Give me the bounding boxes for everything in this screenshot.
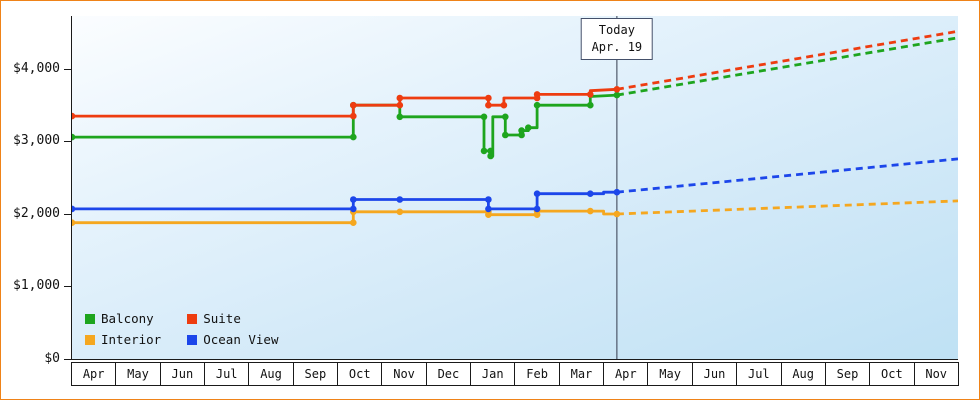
y-axis-tick — [64, 68, 71, 70]
series-line-balcony — [72, 93, 617, 158]
data-point-balcony — [487, 147, 494, 155]
data-point-ocean-view — [350, 205, 357, 213]
today-label-box: Today Apr. 19 — [580, 18, 654, 60]
month-label: Mar — [558, 362, 605, 386]
data-point-suite — [613, 86, 621, 93]
data-point-balcony — [502, 131, 509, 139]
month-label: Dec — [425, 362, 472, 386]
data-point-interior — [396, 208, 404, 216]
y-axis-label: $0 — [44, 351, 60, 366]
month-label: Feb — [514, 362, 560, 386]
data-point-suite — [485, 101, 492, 109]
data-point-ocean-view — [350, 196, 357, 203]
x-axis: Apr May Jun Jul Aug Sep Oct Nov Dec Jan Feb Mar Apr M… — [71, 362, 959, 386]
data-point-balcony — [533, 101, 541, 109]
y-axis-label: $4,000 — [13, 60, 60, 76]
data-point-suite — [350, 112, 357, 120]
month-label: Jun — [159, 362, 206, 386]
legend: Balcony Suite Interior Ocean View — [85, 311, 278, 347]
legend-label: Ocean View — [203, 332, 279, 347]
data-point-suite — [350, 101, 357, 109]
data-point-suite — [533, 91, 541, 98]
data-point-interior — [485, 211, 492, 218]
legend-item-balcony: Balcony — [85, 311, 161, 326]
series-line-suite — [72, 87, 617, 118]
data-point-ocean-view — [485, 205, 492, 213]
month-label: Jan — [470, 362, 516, 386]
month-label: Aug — [780, 362, 826, 386]
data-point-suite — [587, 91, 594, 98]
month-label: Apr — [71, 362, 117, 386]
data-point-balcony — [480, 147, 488, 155]
data-point-interior — [72, 219, 76, 226]
data-point-balcony — [480, 113, 488, 121]
data-point-balcony — [487, 152, 494, 160]
y-axis-tick — [64, 359, 71, 360]
month-label: Apr — [603, 362, 649, 386]
today-label-line2: Apr. 19 — [591, 40, 643, 54]
today-label-line1: Today — [598, 23, 635, 37]
y-axis-tick — [64, 286, 71, 288]
legend-swatch-icon — [187, 313, 198, 324]
data-point-ocean-view — [396, 196, 404, 203]
data-point-balcony — [613, 91, 621, 99]
data-point-ocean-view — [72, 205, 76, 213]
month-label: Jun — [691, 362, 738, 386]
legend-item-interior: Interior — [85, 332, 161, 347]
projection-line-ocean-view — [616, 157, 958, 194]
legend-label: Balcony — [101, 311, 154, 326]
projection-line-suite — [616, 29, 958, 91]
data-point-balcony — [350, 133, 357, 141]
legend-label: Suite — [203, 311, 241, 326]
month-label: Oct — [869, 362, 915, 386]
month-label: Sep — [824, 362, 871, 386]
month-label: Jul — [204, 362, 250, 386]
data-point-balcony — [518, 127, 525, 134]
legend-item-suite: Suite — [187, 311, 278, 326]
data-point-balcony — [525, 124, 532, 131]
data-point-suite — [396, 94, 404, 102]
y-axis-label: $3,000 — [13, 133, 60, 149]
month-label: Sep — [292, 362, 339, 386]
y-axis: $0 $1,000 $2,000 $3,000 $4,000 — [1, 1, 71, 399]
chart-canvas — [72, 16, 958, 359]
data-point-suite — [500, 101, 508, 109]
y-axis-tick — [64, 213, 71, 215]
y-axis-label: $1,000 — [13, 278, 60, 294]
projection-line-interior — [616, 199, 958, 216]
data-point-balcony — [587, 101, 594, 109]
month-label: Aug — [248, 362, 294, 386]
data-point-interior — [350, 219, 357, 226]
data-point-ocean-view — [613, 188, 621, 196]
legend-label: Interior — [101, 332, 162, 347]
legend-item-ocean-view: Ocean View — [187, 332, 278, 347]
data-point-balcony — [502, 113, 509, 121]
legend-swatch-icon — [85, 334, 95, 345]
data-point-ocean-view — [533, 205, 541, 213]
month-label: Jul — [736, 362, 782, 386]
data-point-balcony — [396, 113, 404, 121]
plot-area — [71, 16, 958, 360]
month-label: Nov — [381, 362, 427, 386]
month-label: May — [647, 362, 693, 386]
data-point-suite — [485, 94, 492, 102]
projection-line-balcony — [616, 36, 958, 97]
data-point-ocean-view — [533, 190, 541, 197]
data-point-ocean-view — [485, 196, 492, 203]
data-point-suite — [396, 101, 404, 109]
data-point-interior — [613, 210, 621, 218]
legend-swatch-icon — [85, 313, 95, 324]
month-label: Oct — [337, 362, 383, 386]
y-axis-label: $2,000 — [13, 205, 60, 221]
data-point-balcony — [72, 133, 76, 141]
month-label: May — [115, 362, 161, 386]
legend-swatch-icon — [187, 334, 198, 345]
y-axis-tick — [64, 141, 71, 143]
data-point-suite — [72, 112, 76, 120]
data-point-ocean-view — [587, 190, 594, 197]
month-label: Nov — [913, 362, 959, 386]
data-point-interior — [587, 207, 594, 215]
